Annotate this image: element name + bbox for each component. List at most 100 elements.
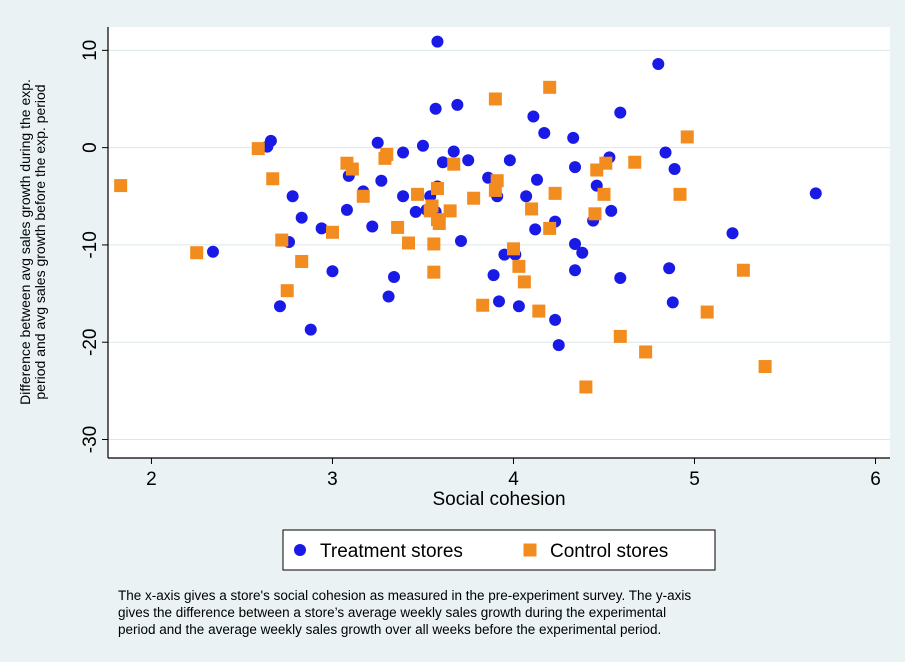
point xyxy=(264,134,277,147)
point xyxy=(430,182,444,196)
legend-marker xyxy=(294,544,306,556)
point xyxy=(388,271,401,284)
point xyxy=(663,262,676,275)
point xyxy=(726,227,739,240)
point xyxy=(371,136,384,149)
point xyxy=(700,305,714,319)
point xyxy=(493,295,505,308)
point xyxy=(411,187,425,201)
point xyxy=(401,236,415,250)
point xyxy=(517,275,531,289)
x-tick-label: 5 xyxy=(689,469,700,490)
point xyxy=(576,246,589,259)
point xyxy=(295,211,308,224)
point xyxy=(476,298,490,312)
note-line: gives the difference between a store’s a… xyxy=(118,605,666,620)
legend-label: Control stores xyxy=(550,541,668,562)
y-tick-label: 10 xyxy=(80,40,101,61)
point xyxy=(345,162,359,176)
plot-area xyxy=(108,27,890,458)
point xyxy=(462,154,475,167)
x-tick-label: 4 xyxy=(508,469,519,490)
point xyxy=(315,222,328,235)
point xyxy=(356,189,370,203)
point xyxy=(251,142,265,156)
legend-label: Treatment stores xyxy=(320,541,463,562)
point xyxy=(549,313,562,326)
point xyxy=(397,190,410,203)
point xyxy=(673,187,687,201)
point xyxy=(588,207,602,221)
point xyxy=(628,155,642,169)
point xyxy=(280,284,294,298)
point xyxy=(429,102,442,115)
marks xyxy=(114,35,822,394)
grid xyxy=(108,49,890,441)
point xyxy=(114,179,128,193)
point xyxy=(605,204,618,217)
point xyxy=(447,157,461,171)
point xyxy=(548,186,562,200)
x-tick-label: 2 xyxy=(146,469,157,490)
point xyxy=(487,269,500,282)
point xyxy=(512,259,526,273)
point xyxy=(416,139,429,152)
point xyxy=(527,110,540,123)
x-tick-label: 6 xyxy=(870,469,881,490)
point xyxy=(639,345,653,359)
point xyxy=(614,272,627,285)
legend xyxy=(282,529,716,571)
point xyxy=(447,145,460,158)
y-tick-label: -30 xyxy=(80,426,101,453)
point xyxy=(543,221,557,235)
point xyxy=(569,237,582,250)
point xyxy=(599,156,613,170)
point xyxy=(443,204,457,218)
point xyxy=(375,174,388,187)
point xyxy=(758,360,772,374)
point xyxy=(506,242,520,256)
note-line: period and the average weekly sales grow… xyxy=(118,622,661,637)
y-tick-label: -10 xyxy=(80,231,101,258)
point xyxy=(467,191,481,205)
point xyxy=(266,172,280,186)
point xyxy=(409,205,422,218)
y-tick-label: 0 xyxy=(80,142,101,153)
point xyxy=(427,237,441,251)
point xyxy=(613,329,627,343)
point xyxy=(668,163,681,176)
legend-items: Treatment stores Control stores xyxy=(294,541,668,562)
point xyxy=(382,290,395,303)
point xyxy=(525,202,539,216)
point xyxy=(425,199,439,213)
point xyxy=(206,245,219,258)
y-axis-label-line: period and avg sales growth before the e… xyxy=(32,84,48,399)
point xyxy=(503,154,516,167)
point xyxy=(436,156,449,169)
note-line: The x-axis gives a store's social cohesi… xyxy=(118,588,691,603)
x-tick-label: 3 xyxy=(327,469,338,490)
point xyxy=(432,217,446,231)
point xyxy=(325,225,339,239)
point xyxy=(579,380,593,394)
point xyxy=(529,223,542,236)
point xyxy=(190,246,204,260)
point xyxy=(431,35,444,48)
point xyxy=(809,187,822,200)
point xyxy=(275,233,289,247)
point xyxy=(397,146,410,159)
point xyxy=(532,304,546,318)
point xyxy=(326,265,339,278)
point xyxy=(652,57,665,70)
point xyxy=(538,127,551,140)
point xyxy=(427,265,441,279)
point xyxy=(490,174,504,188)
point xyxy=(567,131,580,144)
point xyxy=(614,106,627,119)
point xyxy=(552,339,565,352)
y-tick-label: -20 xyxy=(80,328,101,355)
point xyxy=(488,92,502,106)
point xyxy=(340,203,353,216)
point xyxy=(380,147,394,161)
